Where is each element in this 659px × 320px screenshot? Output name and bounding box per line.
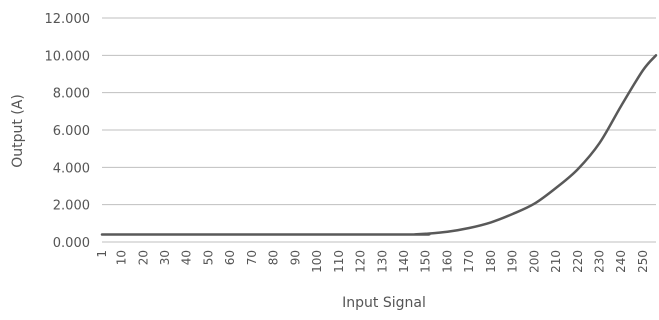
y-tick-label: 2.000 xyxy=(53,199,90,214)
x-tick-label: 150 xyxy=(419,250,433,273)
y-axis-title: Output (A) xyxy=(10,94,26,168)
x-tick-label: 20 xyxy=(136,250,150,265)
x-tick-label: 240 xyxy=(614,250,628,273)
x-tick-label: 180 xyxy=(484,250,498,273)
x-tick-label: 40 xyxy=(180,250,194,265)
y-axis-ticks: 0.000 2.000 4.000 6.000 8.000 10.000 12.000 xyxy=(45,12,91,251)
y-tick-label: 10.000 xyxy=(45,49,91,64)
x-tick-label: 220 xyxy=(571,250,585,273)
x-tick-label: 170 xyxy=(462,250,476,273)
x-tick-label: 200 xyxy=(527,250,541,273)
y-tick-label: 0.000 xyxy=(53,236,90,251)
x-tick-label: 1 xyxy=(95,250,109,258)
x-tick-label: 120 xyxy=(354,250,368,273)
x-tick-label: 190 xyxy=(506,250,520,273)
x-tick-label: 110 xyxy=(332,250,346,273)
x-tick-label: 80 xyxy=(267,250,281,265)
x-axis-ticks: 1 10 20 30 40 50 60 70 80 90 100 110 120 130 140 150 160… xyxy=(95,250,650,273)
x-tick-label: 160 xyxy=(440,250,454,273)
x-tick-label: 210 xyxy=(549,250,563,273)
y-tick-label: 4.000 xyxy=(53,161,90,176)
gridlines xyxy=(102,17,656,243)
x-tick-label: 130 xyxy=(375,250,389,273)
y-tick-label: 6.000 xyxy=(53,124,90,139)
x-tick-label: 100 xyxy=(310,250,324,273)
x-tick-label: 250 xyxy=(636,250,650,273)
x-tick-label: 50 xyxy=(201,250,215,265)
x-tick-label: 90 xyxy=(288,250,302,265)
x-tick-label: 70 xyxy=(245,250,259,265)
x-tick-label: 140 xyxy=(397,250,411,273)
series-line xyxy=(100,54,658,236)
x-axis-title: Input Signal xyxy=(342,295,426,311)
y-tick-label: 8.000 xyxy=(53,87,90,102)
x-tick-label: 60 xyxy=(223,250,237,265)
x-tick-label: 30 xyxy=(158,250,172,265)
x-tick-label: 230 xyxy=(593,250,607,273)
series-layer xyxy=(100,54,658,236)
y-tick-label: 12.000 xyxy=(45,12,91,27)
x-tick-label: 10 xyxy=(115,250,129,265)
